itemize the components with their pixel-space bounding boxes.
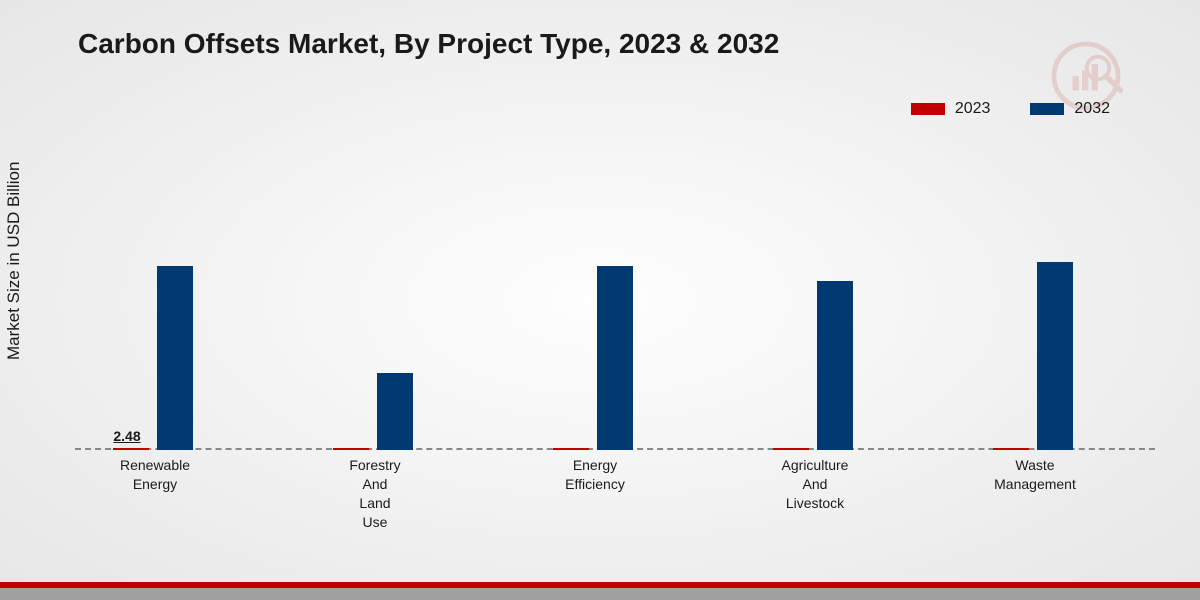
bar-series-a xyxy=(113,448,149,450)
bar-series-b xyxy=(377,373,413,450)
bar-series-b xyxy=(817,281,853,450)
bar-series-a xyxy=(993,448,1029,450)
legend-label-2023: 2023 xyxy=(955,100,991,118)
bar-group xyxy=(765,160,865,450)
bar-series-a xyxy=(773,448,809,450)
legend-item-2032: 2032 xyxy=(1030,100,1110,118)
chart-container: Carbon Offsets Market, By Project Type, … xyxy=(0,0,1200,600)
legend: 2023 2032 xyxy=(911,100,1110,118)
bar-series-b xyxy=(597,266,633,450)
plot-area: 2.48 xyxy=(75,160,1155,450)
category-label: WasteManagement xyxy=(975,456,1095,494)
category-label: ForestryAndLandUse xyxy=(315,456,435,532)
legend-swatch-2032 xyxy=(1030,103,1064,115)
bar-group: 2.48 xyxy=(105,160,205,450)
bar-group xyxy=(985,160,1085,450)
legend-label-2032: 2032 xyxy=(1074,100,1110,118)
chart-title: Carbon Offsets Market, By Project Type, … xyxy=(78,28,779,60)
value-label: 2.48 xyxy=(103,428,151,444)
bar-group xyxy=(325,160,425,450)
footer-bar xyxy=(0,582,1200,600)
bar-series-a xyxy=(553,448,589,450)
footer-grey-stripe xyxy=(0,588,1200,600)
bar-series-b xyxy=(1037,262,1073,451)
category-label: EnergyEfficiency xyxy=(535,456,655,494)
bar-series-a xyxy=(333,448,369,450)
bar-group xyxy=(545,160,645,450)
category-label: RenewableEnergy xyxy=(95,456,215,494)
legend-swatch-2023 xyxy=(911,103,945,115)
category-label: AgricultureAndLivestock xyxy=(755,456,875,513)
y-axis-label: Market Size in USD Billion xyxy=(4,162,24,360)
legend-item-2023: 2023 xyxy=(911,100,991,118)
bar-series-b xyxy=(157,266,193,450)
